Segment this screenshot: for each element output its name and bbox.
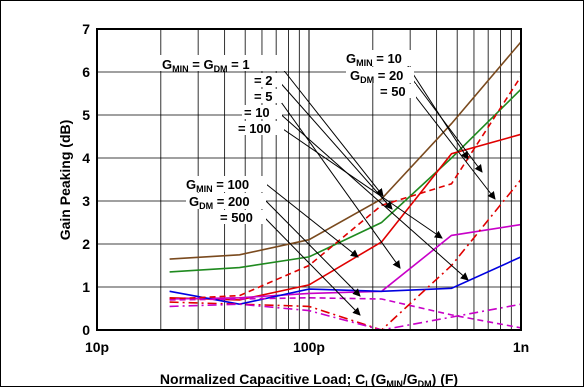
annotation-eq-5: = 5	[254, 89, 272, 104]
y-tick-label: 6	[82, 64, 90, 80]
annotation-group-gmin-10: GMIN = 10 GDM = 20 = 50	[343, 50, 419, 99]
annotation-bg	[183, 176, 267, 192]
annotation-bg	[252, 73, 282, 87]
annotation-eq-100: = 100	[238, 121, 271, 136]
annotation-gdm-200: GDM = 200	[189, 194, 250, 211]
y-tick-label: 1	[82, 279, 90, 295]
x-tick-label: 1n	[513, 339, 529, 355]
series-line	[169, 256, 522, 306]
y-tick-label: 0	[82, 322, 90, 338]
annotation-bg	[252, 89, 282, 103]
annotation-bg	[343, 50, 419, 66]
annotation-arrows	[263, 59, 496, 316]
annotation-gmin-10: GMIN = 10	[346, 51, 402, 68]
y-tick-label: 3	[82, 193, 90, 209]
x-tick-labels: 10p 100p 1n	[85, 339, 529, 355]
annotation-arrow	[279, 126, 443, 239]
annotation-gmin-eq-gdm-1: GMIN = GDM = 1	[162, 57, 250, 74]
annotation-group-gmin-eq-gdm: GMIN = GDM = 1 = 2 = 5 = 10 = 100	[158, 55, 286, 136]
annotation-bg	[236, 121, 284, 135]
annotation-arrow	[275, 94, 401, 269]
annotation-bg	[158, 55, 286, 71]
series-line	[169, 75, 522, 300]
annotation-gmin-100: GMIN = 100	[186, 177, 249, 194]
annotation-group-gmin-100: GMIN = 100 GDM = 200 = 500	[183, 176, 267, 225]
annotation-bg	[242, 105, 282, 119]
annotation-arrow	[276, 78, 393, 210]
y-tick-labels: 0 1 2 3 4 5 6 7	[82, 21, 90, 338]
annotation-bg	[378, 84, 416, 98]
annotation-eq-50: = 50	[380, 84, 406, 99]
annotation-bg	[218, 210, 266, 224]
annotation-eq-500: = 500	[220, 210, 253, 225]
annotation-bg	[346, 67, 414, 83]
x-tick-label: 10p	[85, 339, 109, 355]
y-tick-label: 5	[82, 107, 90, 123]
series-line	[169, 223, 522, 300]
annotation-arrow	[411, 91, 496, 200]
x-tick-label: 100p	[293, 339, 325, 355]
annotation-arrow	[276, 110, 469, 281]
series-line	[169, 303, 522, 331]
series-line	[169, 41, 522, 260]
annotation-arrow	[277, 62, 384, 197]
plot-frame	[96, 28, 522, 331]
annotation-gdm-20: GDM = 20	[350, 68, 403, 85]
annotation-arrow	[265, 200, 361, 297]
y-tick-label: 2	[82, 236, 90, 252]
y-tick-label: 4	[82, 150, 90, 166]
annotation-bg	[186, 193, 266, 209]
annotation-eq-10: = 10	[244, 105, 270, 120]
series-line	[169, 133, 522, 301]
annotation-arrow	[265, 183, 359, 258]
series-line	[169, 296, 522, 329]
y-axis-label: Gain Peaking (dB)	[57, 120, 73, 241]
annotation-arrow	[409, 75, 483, 173]
y-tick-label: 7	[82, 21, 90, 37]
x-axis-label: Normalized Capacitive Load; CL(GMIN/GDM)…	[160, 371, 458, 387]
annotation-eq-2: = 2	[254, 73, 272, 88]
annotation-arrow	[403, 59, 469, 160]
annotation-arrow	[263, 216, 361, 316]
